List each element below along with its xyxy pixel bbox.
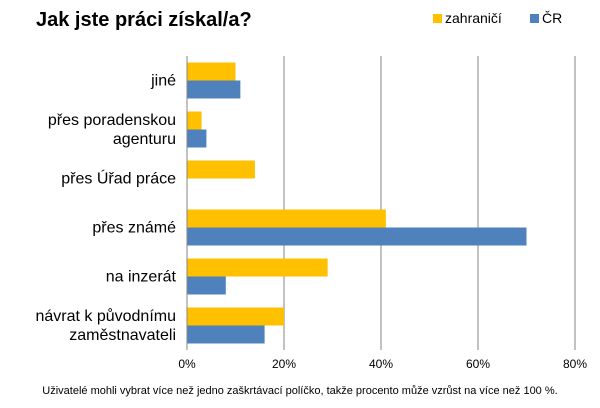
- legend-swatch-0: [433, 14, 442, 23]
- bar-zahranici-0: [187, 62, 236, 81]
- legend-swatch-1: [530, 14, 539, 23]
- bar-cr-5: [187, 325, 265, 344]
- category-label-1-0: přes poradenskou: [48, 112, 176, 129]
- x-tick-label: 0%: [178, 357, 196, 371]
- category-label-0-0: jiné: [150, 73, 176, 90]
- chart-title: Jak jste práci získal/a?: [36, 9, 252, 31]
- category-label-5-0: návrat k původnímu: [35, 307, 176, 325]
- bar-cr-1: [187, 129, 207, 148]
- bar-zahranici-4: [187, 258, 328, 277]
- legend: zahraničí ČR: [433, 10, 562, 26]
- category-label-2-0: přes Úřad práce: [61, 169, 176, 188]
- gridlines: [283, 56, 576, 350]
- bar-cr-3: [187, 227, 527, 246]
- bar-zahranici-5: [187, 307, 284, 326]
- legend-label-0: zahraničí: [445, 10, 502, 26]
- bars: [187, 62, 527, 344]
- category-label-4-0: na inzerát: [106, 269, 177, 286]
- x-tick-label: 60%: [466, 357, 490, 371]
- category-label-3-0: přes známé: [92, 220, 176, 237]
- footnote: Uživatelé mohli vybrat více než jedno za…: [42, 385, 558, 397]
- legend-label-1: ČR: [542, 10, 562, 26]
- bar-zahranici-2: [187, 160, 255, 179]
- x-tick-label: 80%: [563, 357, 587, 371]
- x-tick-label: 40%: [369, 357, 393, 371]
- x-tick-label: 20%: [272, 357, 296, 371]
- bar-cr-0: [187, 80, 241, 99]
- bar-zahranici-3: [187, 209, 386, 228]
- category-labels: jiné přes poradenskou agenturu přes Úřad pr…: [35, 73, 176, 345]
- category-label-5-1: zaměstnavateli: [69, 327, 176, 344]
- bar-cr-4: [187, 276, 226, 295]
- category-label-1-1: agenturu: [113, 131, 176, 148]
- x-axis-tick-labels: 0% 20% 40% 60% 80%: [178, 357, 587, 371]
- bar-zahranici-1: [187, 111, 202, 130]
